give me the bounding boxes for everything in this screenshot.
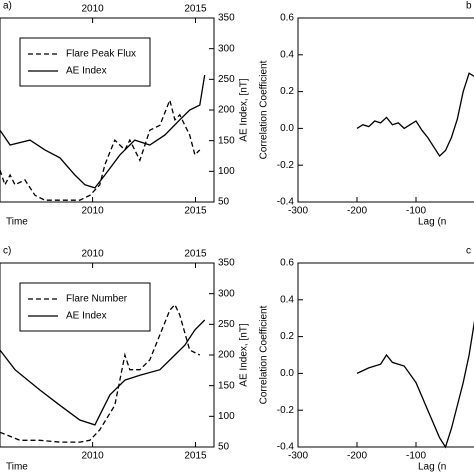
y-tick-label: 200	[218, 105, 235, 116]
x-tick-label: -200	[347, 451, 367, 462]
legend-box	[19, 282, 151, 332]
data-line	[356, 320, 474, 449]
x-tick-label: 2010	[81, 206, 104, 217]
y-tick-label: 0.6	[280, 258, 294, 269]
y-tick-label: 0.4	[280, 49, 294, 60]
x-axis-label: Time	[6, 217, 28, 228]
x-tick-label: -100	[406, 206, 426, 217]
y-tick-label: 350	[218, 258, 235, 269]
y-tick-label: 0.4	[280, 294, 294, 305]
plot-frame	[297, 17, 474, 203]
y-tick-label: 300	[218, 43, 235, 54]
x-tick-label: -300	[288, 451, 308, 462]
y-tick-label: 250	[218, 319, 235, 330]
data-line	[0, 319, 206, 426]
plot-frame	[297, 262, 474, 448]
y-tick-label: -0.2	[277, 160, 295, 171]
y-axis-label: Correlation Coefficient	[259, 305, 270, 404]
x-tick-label: 2010	[81, 451, 104, 462]
y-tick-label: 100	[218, 166, 235, 177]
legend-label: AE Index	[66, 66, 107, 77]
x-tick-label: 2015	[184, 206, 207, 217]
x-tick-label: -200	[347, 206, 367, 217]
x-tick-label: 2015	[184, 451, 207, 462]
x-axis-label: Lag (n	[418, 217, 446, 228]
x-tick-label-top: 2010	[81, 4, 104, 15]
y-axis-label: Correlation Coefficient	[259, 60, 270, 159]
y-tick-label: 350	[218, 13, 235, 24]
legend-label: Flare Peak Flux	[66, 49, 136, 60]
y-tick-label: 0.0	[280, 368, 294, 379]
legend-label: AE Index	[66, 311, 107, 322]
y-tick-label: -0.4	[277, 197, 295, 208]
y-tick-label: 0.0	[280, 123, 294, 134]
y-tick-label: 0.6	[280, 13, 294, 24]
x-tick-label-top: 2010	[81, 249, 104, 260]
y-axis-label: AE Index, [nT]	[239, 323, 250, 387]
data-line	[0, 303, 201, 443]
x-tick-label: -100	[406, 451, 426, 462]
y-axis-label: AE Index, [nT]	[239, 78, 250, 142]
legend-label: Flare Number	[66, 294, 128, 305]
legend-box	[19, 37, 151, 87]
y-tick-label: 50	[218, 197, 230, 208]
data-line	[0, 74, 206, 189]
y-tick-label: -0.2	[277, 405, 295, 416]
panel-label: c	[466, 246, 471, 257]
y-tick-label: 0.2	[280, 331, 294, 342]
x-axis-label: Lag (n	[418, 462, 446, 473]
y-tick-label: 50	[218, 442, 230, 453]
y-tick-label: 150	[218, 380, 235, 391]
x-tick-label-top: 2015	[184, 4, 207, 15]
x-axis-label: Time	[6, 462, 28, 473]
y-tick-label: -0.4	[277, 442, 295, 453]
panel-label: c)	[3, 246, 11, 257]
x-tick-label: -300	[288, 206, 308, 217]
y-tick-label: 250	[218, 74, 235, 85]
panel-label: a)	[3, 1, 12, 12]
y-tick-label: 0.2	[280, 86, 294, 97]
data-line	[0, 98, 201, 201]
panel-label: b	[466, 1, 472, 12]
y-tick-label: 200	[218, 350, 235, 361]
y-tick-label: 100	[218, 411, 235, 422]
x-tick-label-top: 2015	[184, 249, 207, 260]
y-tick-label: 150	[218, 135, 235, 146]
data-line	[356, 72, 474, 158]
y-tick-label: 300	[218, 288, 235, 299]
